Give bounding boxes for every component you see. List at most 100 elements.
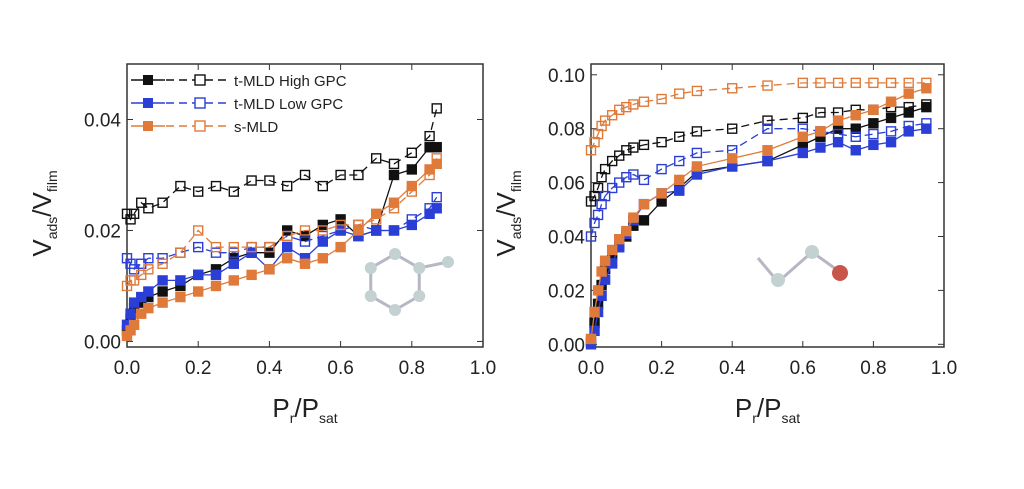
data-point xyxy=(832,128,844,140)
x-axis-label-sep: /P xyxy=(294,393,319,423)
data-point xyxy=(815,107,826,118)
data-point xyxy=(299,169,311,181)
data-point xyxy=(868,77,879,89)
data-point xyxy=(192,269,204,281)
data-point xyxy=(175,180,186,192)
legend-filled-marker xyxy=(143,121,153,131)
data-point xyxy=(868,118,879,129)
x-axis-label-sub1: r xyxy=(290,410,295,426)
data-point xyxy=(589,136,600,148)
data-point xyxy=(727,83,738,94)
data-point xyxy=(638,96,650,107)
data-point xyxy=(903,120,914,132)
data-point xyxy=(406,214,417,225)
y-axis-label-sep: /V xyxy=(27,191,57,216)
carbon-atom xyxy=(413,262,426,274)
data-point xyxy=(885,136,897,148)
x-axis-label: Pr/Psat xyxy=(735,393,800,426)
data-point xyxy=(656,136,667,148)
data-point xyxy=(157,297,168,308)
data-point xyxy=(592,128,604,140)
data-point xyxy=(691,161,703,172)
data-point xyxy=(431,191,442,203)
data-point xyxy=(606,155,618,167)
data-point xyxy=(614,150,625,161)
data-point xyxy=(921,123,932,134)
data-point xyxy=(903,88,914,99)
data-point xyxy=(228,241,240,253)
y-tick-label: 0.04 xyxy=(548,227,585,248)
series-line xyxy=(590,122,927,237)
legend-item: t-MLD Low GPC xyxy=(131,96,343,113)
data-point xyxy=(589,217,600,229)
y-axis-label-main: V xyxy=(491,239,521,257)
data-point xyxy=(128,297,140,308)
y-tick-label: 0.06 xyxy=(548,174,585,195)
data-point xyxy=(614,177,625,188)
data-point xyxy=(628,212,639,223)
data-point xyxy=(832,115,844,126)
data-point xyxy=(388,158,400,170)
data-point xyxy=(832,136,844,148)
data-point xyxy=(335,225,346,236)
data-point xyxy=(921,118,932,129)
data-point xyxy=(388,197,400,208)
data-point xyxy=(317,253,328,264)
oxygen-atom xyxy=(832,265,848,281)
data-point xyxy=(674,174,685,186)
data-point xyxy=(317,180,328,192)
data-point xyxy=(585,196,597,207)
data-point xyxy=(628,142,639,153)
data-point xyxy=(424,169,435,181)
data-point xyxy=(125,214,136,225)
data-point xyxy=(868,128,879,140)
data-point xyxy=(797,131,808,142)
legend-filled-marker xyxy=(143,75,153,85)
data-point xyxy=(317,230,328,242)
data-point xyxy=(143,302,154,314)
data-point xyxy=(614,104,625,116)
data-point xyxy=(628,99,639,110)
data-point xyxy=(157,258,168,269)
carbon-atom xyxy=(771,273,785,287)
x-axis-label-sub2: sat xyxy=(319,410,338,426)
data-point xyxy=(638,174,650,186)
y-axis-label-sub1: ads xyxy=(508,217,524,240)
data-point xyxy=(762,155,773,167)
data-point xyxy=(128,264,140,275)
data-point xyxy=(762,145,773,156)
x-axis-label-sep: /P xyxy=(757,393,782,423)
data-point xyxy=(596,266,607,277)
data-point xyxy=(815,126,826,137)
series-2 xyxy=(585,123,932,350)
data-point xyxy=(656,163,667,175)
data-point xyxy=(228,275,240,286)
carbon-atom xyxy=(364,262,377,274)
data-point xyxy=(585,145,597,156)
data-point xyxy=(850,131,861,142)
bond xyxy=(756,250,841,285)
x-axis-label-main: P xyxy=(272,393,289,423)
data-point xyxy=(228,258,240,269)
y-tick-label: 0.10 xyxy=(548,66,585,87)
y-axis-label: Vads/Vfilm xyxy=(27,170,60,256)
data-point xyxy=(335,219,346,231)
data-point xyxy=(762,123,773,134)
toluene-molecule-icon xyxy=(364,248,454,316)
legend-open-marker xyxy=(194,97,206,109)
data-point xyxy=(175,291,186,303)
data-point xyxy=(674,185,685,196)
series-1 xyxy=(121,103,442,225)
data-point xyxy=(691,85,703,97)
data-point xyxy=(406,147,417,158)
data-point xyxy=(353,225,364,236)
data-point xyxy=(299,236,311,247)
data-point xyxy=(868,139,879,151)
data-point xyxy=(921,99,932,110)
data-point xyxy=(599,190,611,202)
data-point xyxy=(246,175,257,186)
data-point xyxy=(589,306,600,318)
data-point xyxy=(157,275,168,286)
data-point xyxy=(210,247,222,258)
x-tick-label: 0.6 xyxy=(790,358,816,379)
